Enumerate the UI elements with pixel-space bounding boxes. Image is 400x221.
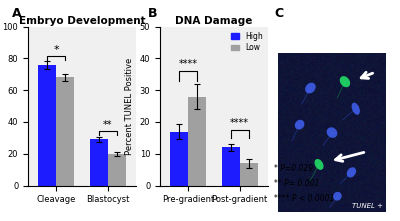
Bar — [240, 163, 258, 186]
Ellipse shape — [295, 120, 304, 130]
Ellipse shape — [352, 103, 360, 115]
Y-axis label: Percent TUNEL Positive: Percent TUNEL Positive — [125, 57, 134, 155]
Ellipse shape — [340, 76, 350, 87]
Ellipse shape — [347, 167, 356, 177]
Title: Embryo Development: Embryo Development — [19, 16, 145, 26]
Ellipse shape — [327, 127, 337, 138]
Bar — [56, 77, 74, 186]
Bar — [90, 139, 108, 186]
Text: *: * — [54, 45, 59, 55]
Text: ****: **** — [179, 59, 198, 69]
Ellipse shape — [333, 192, 342, 201]
Bar — [38, 65, 56, 186]
Text: ** P= 0.001: ** P= 0.001 — [274, 179, 319, 188]
Text: B: B — [148, 7, 158, 20]
Text: A: A — [12, 7, 22, 20]
Text: * P=0.029: * P=0.029 — [274, 164, 313, 173]
Text: TUNEL +: TUNEL + — [352, 203, 383, 209]
Ellipse shape — [305, 83, 316, 93]
Text: **** P < 0.0001: **** P < 0.0001 — [274, 194, 334, 204]
Text: **: ** — [103, 120, 112, 130]
Text: ****: **** — [230, 118, 249, 128]
Title: DNA Damage: DNA Damage — [175, 16, 253, 26]
Text: C: C — [274, 7, 283, 20]
Bar — [188, 97, 206, 186]
Bar — [222, 147, 240, 186]
Bar — [170, 131, 188, 186]
Bar — [108, 154, 126, 186]
Legend: High, Low: High, Low — [230, 30, 264, 54]
Ellipse shape — [314, 159, 324, 170]
